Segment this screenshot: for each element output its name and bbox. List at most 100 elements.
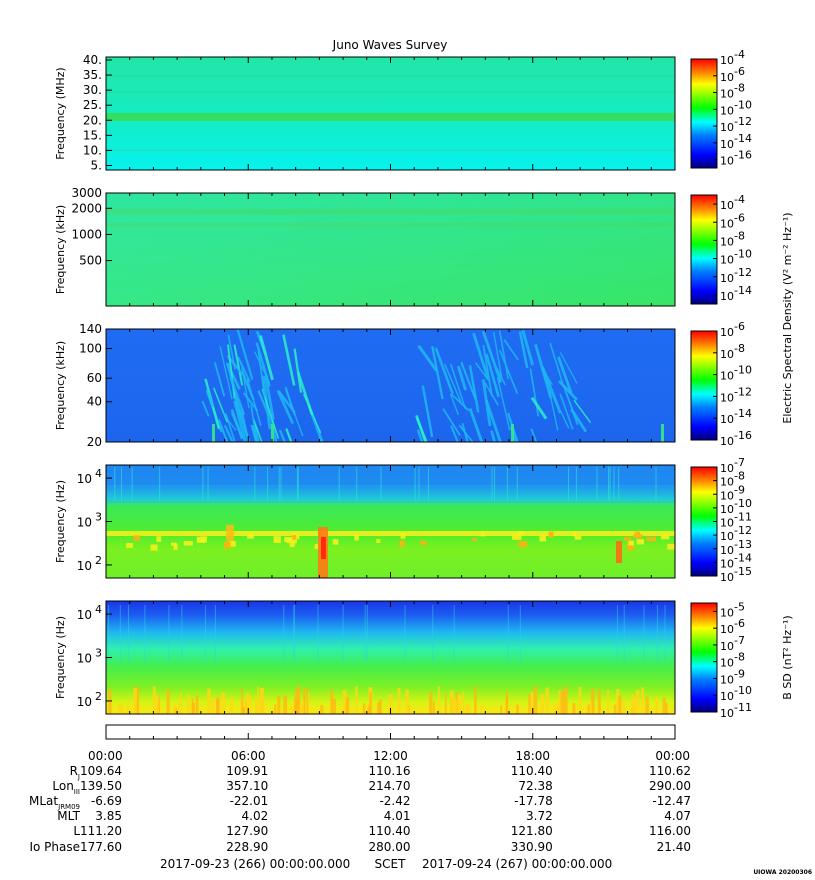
y-tick-label: 5. <box>91 158 102 172</box>
emission-spike <box>242 706 245 714</box>
colorbar-tick-base: 10 <box>720 413 734 426</box>
emission-patch <box>419 540 427 545</box>
emission-spike <box>607 689 609 714</box>
emission-spike <box>211 697 216 714</box>
emission-streak <box>503 339 520 361</box>
colorbar-tick-base: 10 <box>720 138 734 151</box>
y-tick-label-exponent: 2 <box>95 690 102 703</box>
colorbar-tick-base: 10 <box>720 326 734 339</box>
y-axis-label: Frequency (Hz) <box>54 480 67 563</box>
emission-spike <box>560 690 565 714</box>
emission-burst <box>321 537 326 559</box>
x-tick-label: 06:00 <box>231 749 266 763</box>
emission-streak <box>226 362 241 390</box>
emission-streak <box>530 428 538 442</box>
emission-spike <box>616 689 620 714</box>
y-tick-label-base: 10 <box>77 472 92 486</box>
ephemeris-value: 72.38 <box>518 779 552 793</box>
emission-spike <box>563 686 568 714</box>
colorbar-tick-base: 10 <box>720 290 734 303</box>
emission-spike <box>635 689 640 714</box>
colorbar-tick-base: 10 <box>720 348 734 361</box>
emission-spike <box>633 698 637 714</box>
emission-streak <box>201 400 210 417</box>
emission-streak <box>213 362 226 397</box>
ephemeris-value: 121.80 <box>511 824 553 838</box>
emission-streak <box>570 408 588 433</box>
y-tick-label: 25. <box>83 98 102 112</box>
emission-spike <box>480 704 483 714</box>
colorbar-tick-exponent: -7 <box>734 634 745 647</box>
emission-burst <box>212 424 215 442</box>
ephemeris-value: 228.90 <box>226 840 268 854</box>
colorbar-tick-exponent: -8 <box>734 82 745 95</box>
spectrogram-image-4 <box>106 465 675 578</box>
colorbar-tick-base: 10 <box>720 435 734 448</box>
colorbar-tick-exponent: -10 <box>734 684 752 697</box>
colorbar-tick-base: 10 <box>720 657 734 670</box>
emission-streak <box>229 376 246 416</box>
emission-spike <box>641 687 645 714</box>
emission-spike <box>474 686 477 714</box>
emission-spike <box>216 698 220 714</box>
emission-streak <box>205 389 215 408</box>
ephemeris-value: -12.47 <box>652 794 691 808</box>
emission-spike <box>388 693 393 714</box>
emission-spike <box>274 704 277 714</box>
emission-patch <box>661 534 670 540</box>
emission-streak <box>253 425 260 442</box>
colorbar-tick-base: 10 <box>720 489 734 502</box>
emission-streak <box>302 393 322 434</box>
x-tick-label: 18:00 <box>515 749 550 763</box>
emission-spike <box>613 704 617 714</box>
emission-streak <box>472 332 490 379</box>
colorbar-tick-base: 10 <box>720 690 734 703</box>
emission-spike <box>505 697 508 714</box>
emission-patch <box>314 544 321 549</box>
colorbar-tick-base: 10 <box>720 571 734 584</box>
spectral-band <box>106 149 675 151</box>
y-tick-label-exponent: 3 <box>95 511 102 524</box>
y-axis-label: Frequency (Hz) <box>54 616 67 699</box>
emission-spike <box>597 689 601 714</box>
emission-spike <box>553 703 558 714</box>
y-tick-label-base: 10 <box>77 652 92 666</box>
emission-patch <box>400 532 406 539</box>
ephemeris-value: 4.02 <box>242 809 269 823</box>
colorbar-tick-base: 10 <box>720 217 734 230</box>
emission-spike <box>230 697 234 714</box>
emission-spike <box>297 686 301 714</box>
emission-patch <box>628 540 634 546</box>
emission-patch <box>291 535 297 540</box>
emission-spike <box>587 704 590 714</box>
emission-spike <box>367 706 371 714</box>
ephemeris-value: 109.64 <box>80 764 122 778</box>
emission-spike <box>588 702 592 714</box>
colorbar-tick-base: 10 <box>720 370 734 383</box>
emission-spike <box>245 692 249 714</box>
spectral-band <box>106 75 675 77</box>
emission-patch <box>273 536 281 543</box>
emission-streak <box>560 411 570 429</box>
emission-patch <box>170 542 177 546</box>
emission-streak <box>521 330 535 366</box>
emission-streak <box>282 334 296 386</box>
colorbar-tick-exponent: -10 <box>734 98 752 111</box>
emission-spike <box>450 690 454 714</box>
emission-spike <box>397 687 401 714</box>
y-tick-label-base: 10 <box>77 608 92 622</box>
emission-streak <box>233 344 244 386</box>
emission-streak <box>230 409 244 440</box>
ephemeris-label: L <box>73 824 80 838</box>
emission-patch <box>284 536 293 543</box>
emission-streak <box>252 419 263 442</box>
y-tick-label: 60 <box>87 371 102 385</box>
emission-streak <box>541 366 562 414</box>
colorbar-tick-exponent: -12 <box>734 524 752 537</box>
emission-patch <box>354 534 359 541</box>
emission-spike <box>655 695 658 714</box>
ephemeris-value: 139.50 <box>80 779 122 793</box>
